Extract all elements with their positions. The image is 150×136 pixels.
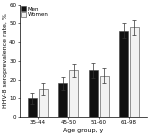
Bar	[28, 98, 37, 117]
Bar	[89, 70, 98, 117]
X-axis label: Age group, y: Age group, y	[63, 128, 104, 133]
Legend: Men, Women: Men, Women	[21, 6, 49, 18]
Y-axis label: HHV-8 seroprevalence rate, %: HHV-8 seroprevalence rate, %	[3, 13, 8, 108]
Bar	[69, 70, 78, 117]
Bar	[58, 83, 67, 117]
Bar	[119, 31, 128, 117]
Bar	[100, 76, 109, 117]
Bar	[130, 27, 139, 117]
Bar	[39, 89, 48, 117]
